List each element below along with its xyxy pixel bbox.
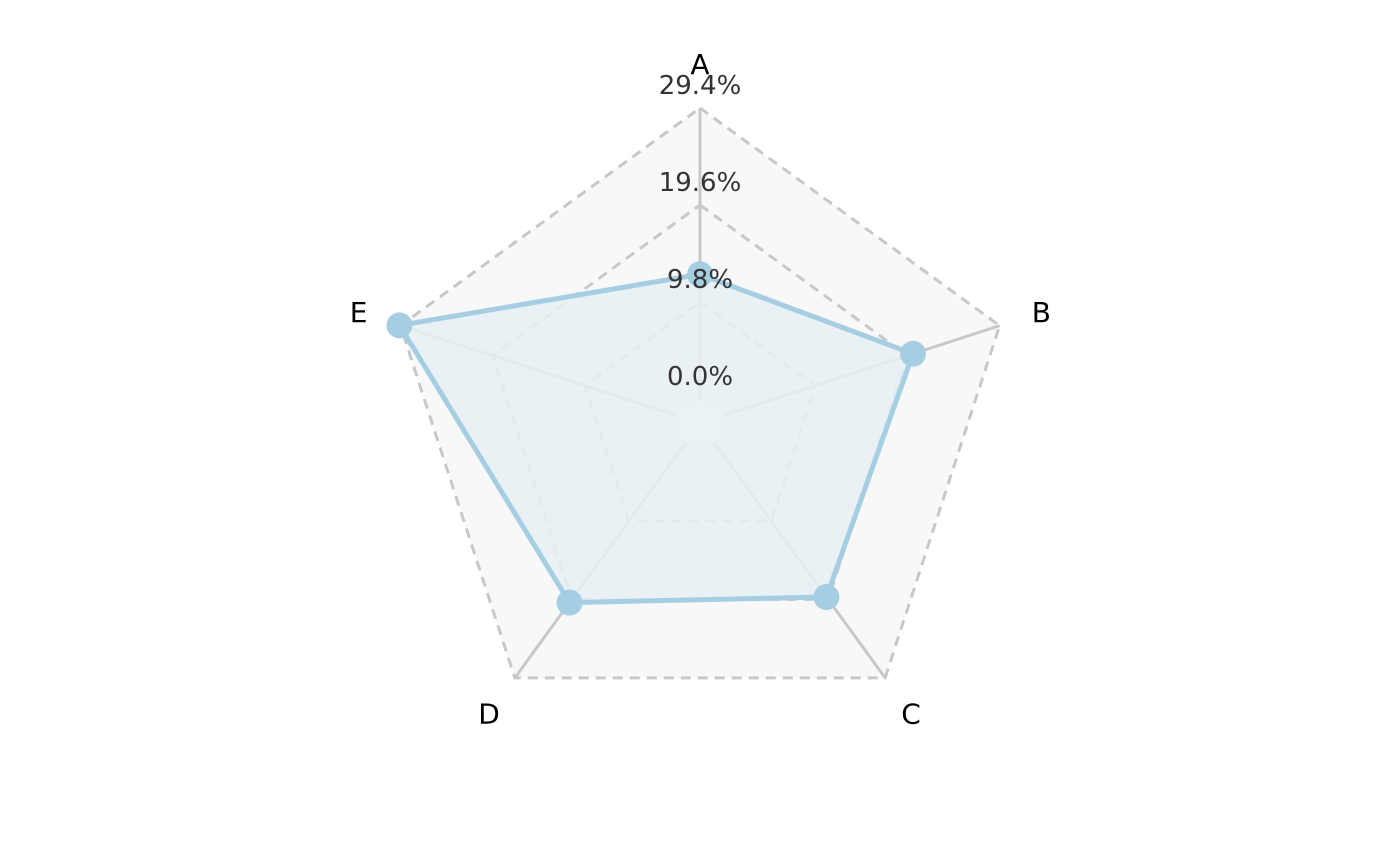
data-point-c [813,583,840,610]
tick-label-2: 19.6% [659,168,742,198]
tick-label-1: 9.8% [667,265,733,295]
axis-labels: A B C D E [350,48,1051,730]
series-area-0 [399,274,913,603]
grid-ring-2 [490,203,910,601]
axis-label-a: A [690,48,709,81]
radar-series [386,261,926,616]
data-point-a [687,261,713,288]
series-line-0 [396,271,916,606]
data-point-d [556,589,583,616]
axis-label-c: C [901,697,921,730]
tick-label-3: 29.4% [659,71,742,101]
grid-ring-3 [398,106,1002,680]
axis-label-e: E [350,296,368,329]
data-point-e [386,312,413,339]
radar-grid [398,106,1002,680]
radial-tick-labels: 0.0% 9.8% 19.6% 29.4% [659,71,742,392]
tick-label-0: 0.0% [667,362,733,392]
data-point-b [899,340,926,367]
axis-label-d: D [478,697,500,730]
axis-label-b: B [1032,296,1051,329]
